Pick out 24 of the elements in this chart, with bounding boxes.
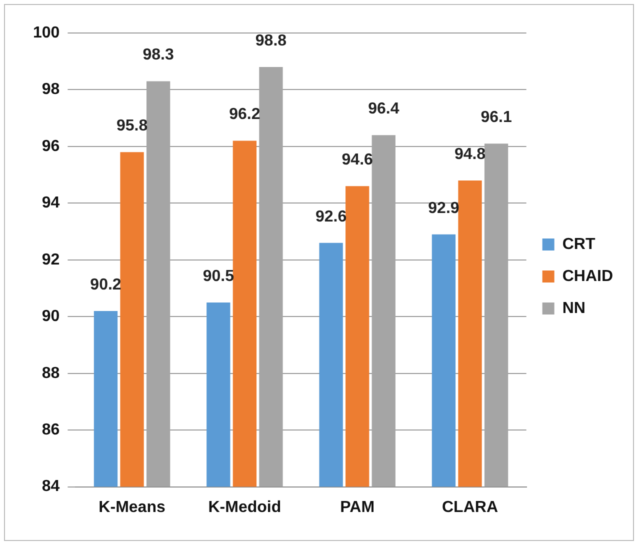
legend-label: CRT: [562, 236, 596, 253]
y-tick-label: 86: [42, 421, 60, 438]
data-label: 94.6: [342, 152, 374, 169]
x-tick-label: K-Medoid: [208, 498, 282, 516]
data-label: 96.4: [368, 100, 400, 118]
y-tick-label: 98: [42, 81, 60, 98]
legend-label: CHAID: [562, 268, 614, 285]
y-tick-label: 90: [42, 308, 60, 326]
x-tick-label: PAM: [340, 498, 375, 516]
y-tick-label: 92: [42, 251, 60, 268]
data-label: 98.8: [255, 32, 287, 50]
legend-label: NN: [562, 300, 586, 317]
x-tick-label: K-Means: [98, 498, 166, 516]
data-label: 94.8: [454, 146, 486, 163]
y-tick-label: 100: [32, 24, 60, 42]
data-label: 95.8: [116, 118, 148, 135]
data-label: 96.2: [229, 106, 260, 124]
data-label: 96.1: [480, 109, 512, 126]
y-tick-label: 96: [42, 138, 60, 155]
y-tick-label: 88: [42, 364, 60, 382]
y-tick-label: 84: [42, 478, 60, 496]
x-tick-label: CLARA: [442, 498, 498, 516]
y-tick-label: 94: [42, 194, 60, 212]
data-label: 98.3: [142, 46, 174, 64]
